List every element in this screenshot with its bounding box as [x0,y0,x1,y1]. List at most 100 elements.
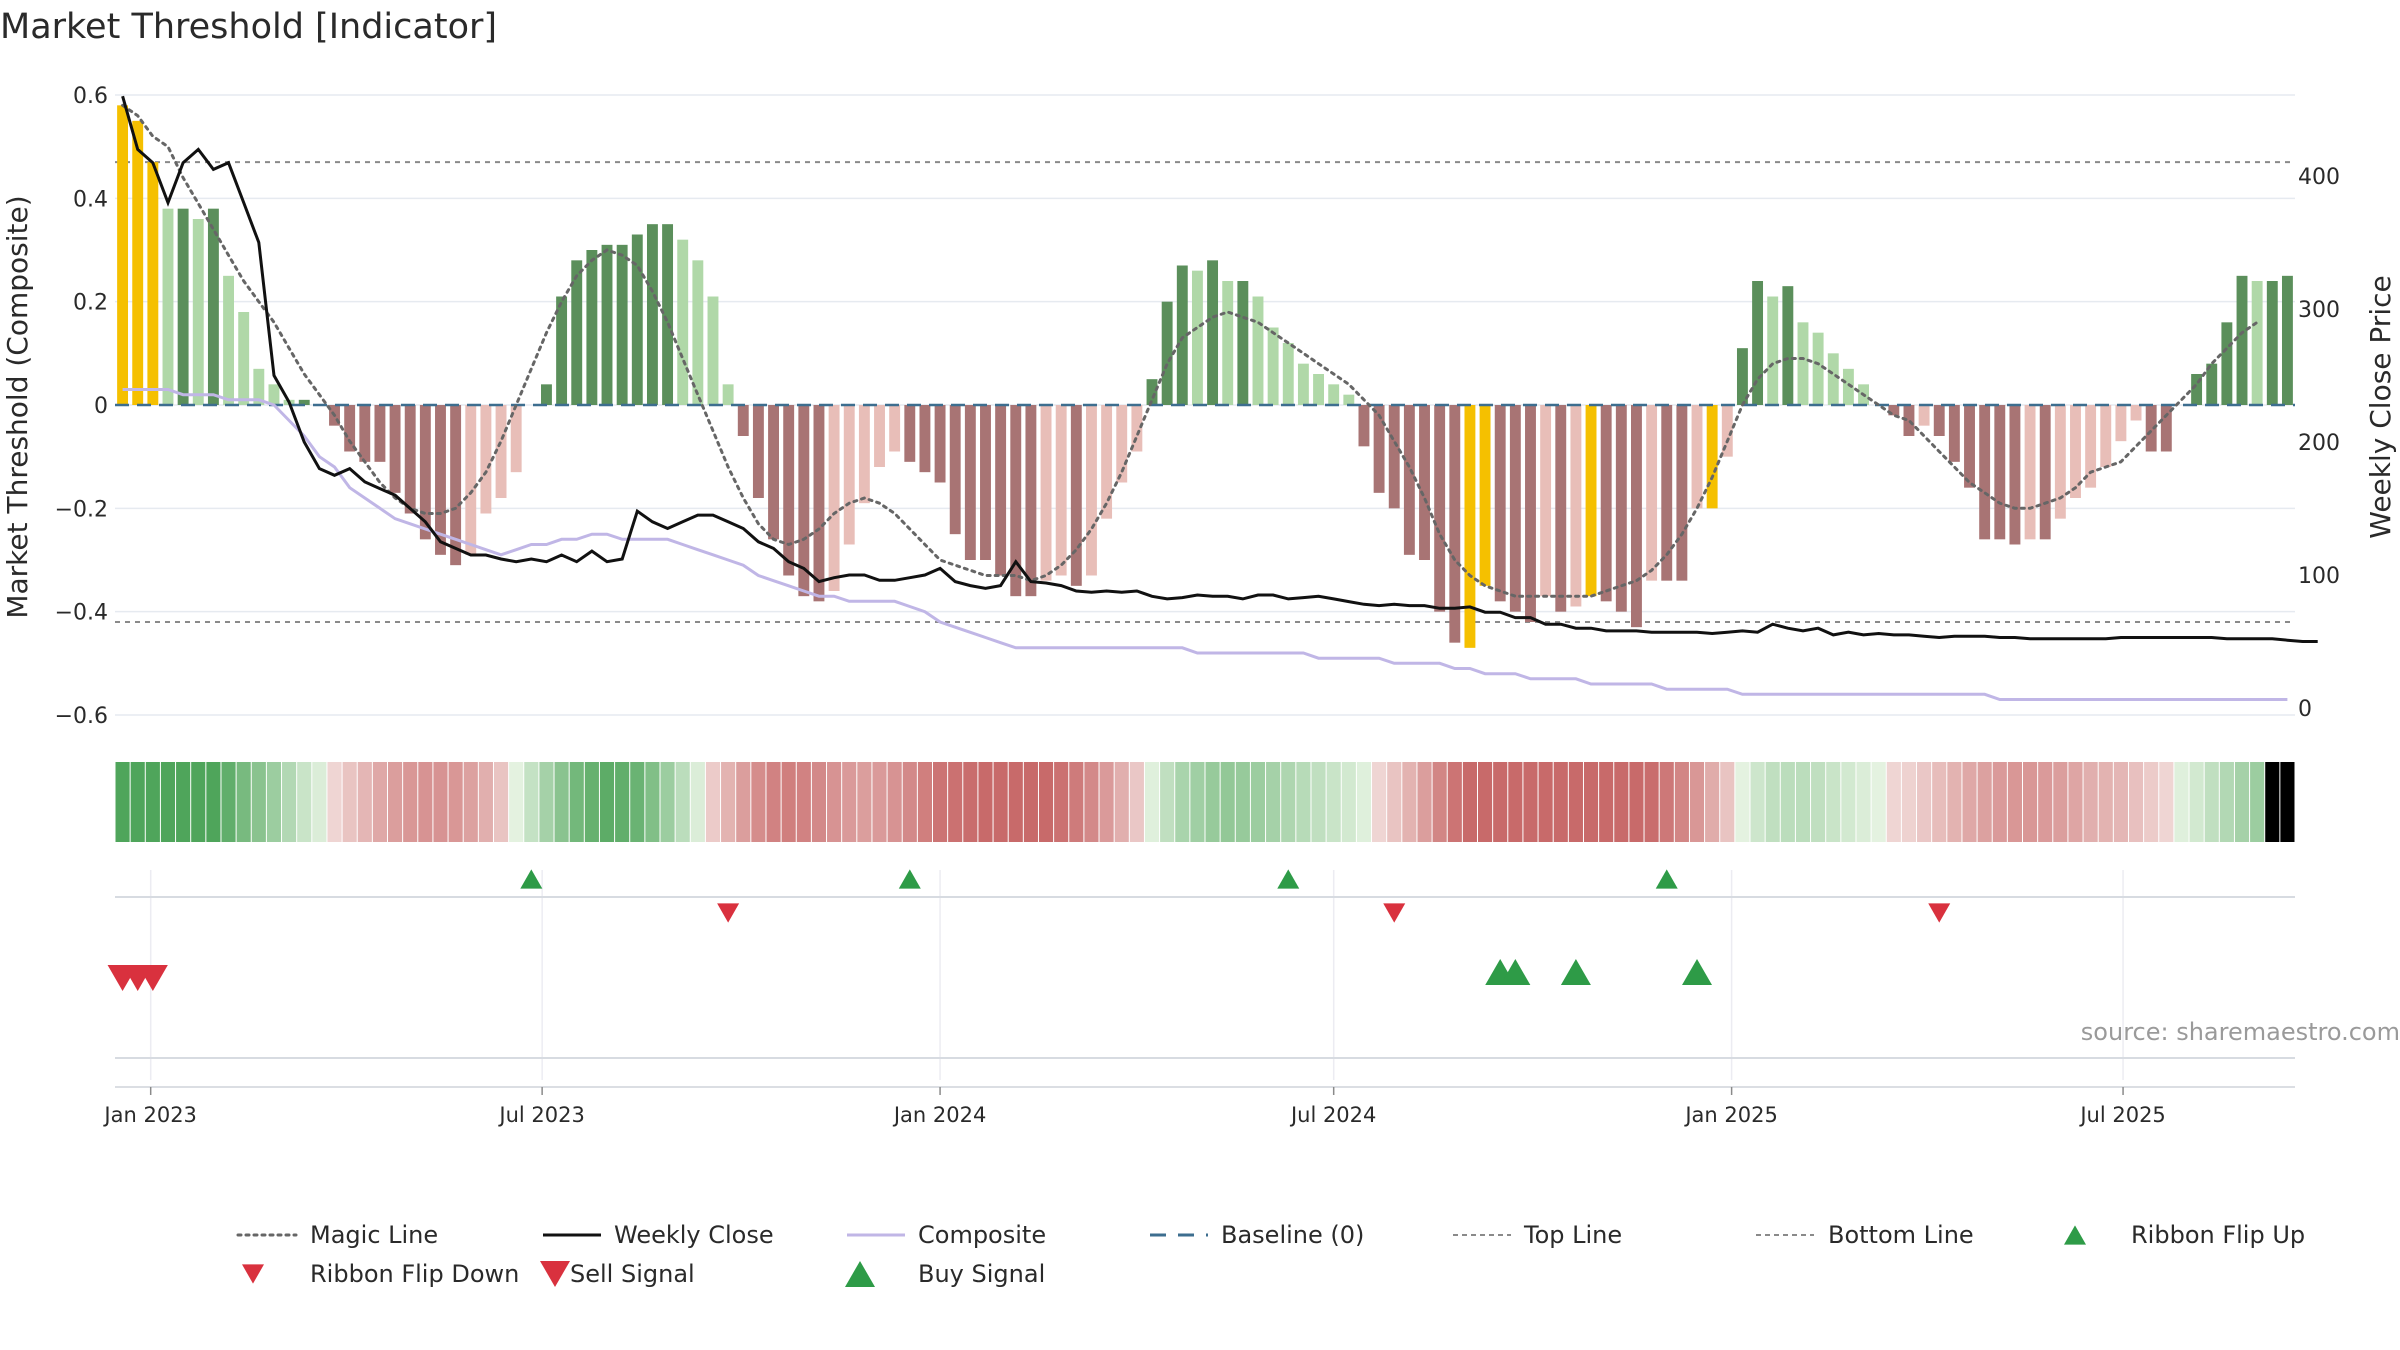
composite-bar [2206,363,2218,405]
composite-bar [298,399,310,405]
ribbon-segment [993,762,1008,842]
composite-bar [1176,265,1188,405]
chart-title: Market Threshold [Indicator] [0,7,497,47]
composite-bar [1297,363,1309,405]
ribbon-segment [1750,762,1765,842]
composite-bar [1661,405,1673,581]
composite-bar [2191,374,2203,405]
composite-bar [1419,405,1430,560]
composite-bar [858,405,870,504]
ribbon-segment [1932,762,1947,842]
composite-bar [1646,405,1658,581]
composite-bar [1025,405,1037,597]
legend-label: Ribbon Flip Up [2131,1221,2305,1249]
composite-bar [450,405,462,566]
composite-bar [1040,405,1052,581]
composite-bar [2024,405,2036,540]
ribbon-segment [1780,762,1795,842]
composite-bar [571,260,583,405]
ribbon-segment [827,762,842,842]
ribbon-segment [584,762,599,842]
ribbon-segment [1992,762,2007,842]
ribbon-segment [524,762,539,842]
composite-bar [768,405,779,540]
ribbon-segment [2250,762,2265,842]
composite-bar [1328,384,1340,405]
composite-bar [268,384,280,405]
ribbon-segment [312,762,327,842]
ribbon-segment [145,762,160,842]
composite-bar [1207,260,1219,405]
ribbon-segment [418,762,433,842]
ribbon-segment [1811,762,1826,842]
composite-bar [2281,275,2293,405]
ribbon-segment [433,762,448,842]
ribbon-segment [1508,762,1523,842]
composite-bar [828,405,840,591]
ribbon-segment [539,762,554,842]
composite-bar [1964,405,1975,488]
ribbon-segment [554,762,569,842]
composite-bar [2160,405,2172,452]
ribbon-segment [736,762,751,842]
ribbon-segment [1735,762,1750,842]
composite-bar [1282,343,1294,405]
ribbon-flip-up-marker [1277,869,1300,889]
ribbon-segment [1659,762,1674,842]
ribbon-segment [1205,762,1220,842]
composite-bar [147,162,159,405]
ribbon-segment [1947,762,1962,842]
composite-bar [1721,405,1733,457]
ribbon-segment [1311,762,1326,842]
ribbon-segment [2219,762,2234,842]
ribbon-segment [766,762,781,842]
composite-bar [1948,405,1960,462]
composite-bar [177,208,189,405]
ribbon-segment [1084,762,1099,842]
y-tick-label: 0.6 [73,84,108,109]
x-tick-label: Jul 2023 [497,1103,584,1127]
ribbon-segment [1054,762,1069,842]
ribbon-segment [1644,762,1659,842]
ribbon-segment [675,762,690,842]
ribbon-segment [463,762,478,842]
ribbon-segment [645,762,660,842]
ribbon-segment [1235,762,1250,842]
legend-label: Bottom Line [1828,1221,1974,1249]
ribbon-segment [1296,762,1311,842]
composite-bar [1994,405,2006,540]
composite-bar [2085,405,2097,488]
ribbon-segment [357,762,372,842]
legend-marker [540,1260,570,1288]
ribbon-segment [599,762,615,842]
ribbon-segment [2234,762,2250,842]
composite-bar [1434,405,1446,612]
ribbon-segment [1175,762,1190,842]
ribbon-segment [2280,762,2295,842]
ribbon-segment [630,762,645,842]
ribbon-segment [1432,762,1447,842]
composite-bar [344,405,356,452]
composite-bar [964,405,976,560]
composite-bar [1191,270,1203,405]
ribbon-segment [2204,762,2219,842]
ribbon-segment [569,762,584,842]
composite-bar [2039,405,2051,540]
composite-bar [419,405,431,540]
ribbon-segment [1038,762,1054,842]
composite-bar [1540,405,1552,597]
composite-bar [223,275,234,405]
composite-bar [1842,368,1854,405]
ribbon-flip-down-marker [717,903,740,923]
composite-bar [813,405,825,602]
composite-bar [980,405,991,560]
composite-bar [1252,296,1264,405]
y2-tick-label: 200 [2298,431,2340,456]
ribbon-flip-up-marker [520,869,543,889]
legend: Magic Line Weekly Close Composite Baseline … [236,1221,2305,1288]
ribbon-segment [1886,762,1901,842]
composite-bar [2145,405,2157,452]
y-tick-label: −0.4 [55,601,108,626]
ribbon-segment [887,762,902,842]
ribbon-segment [1417,762,1432,842]
